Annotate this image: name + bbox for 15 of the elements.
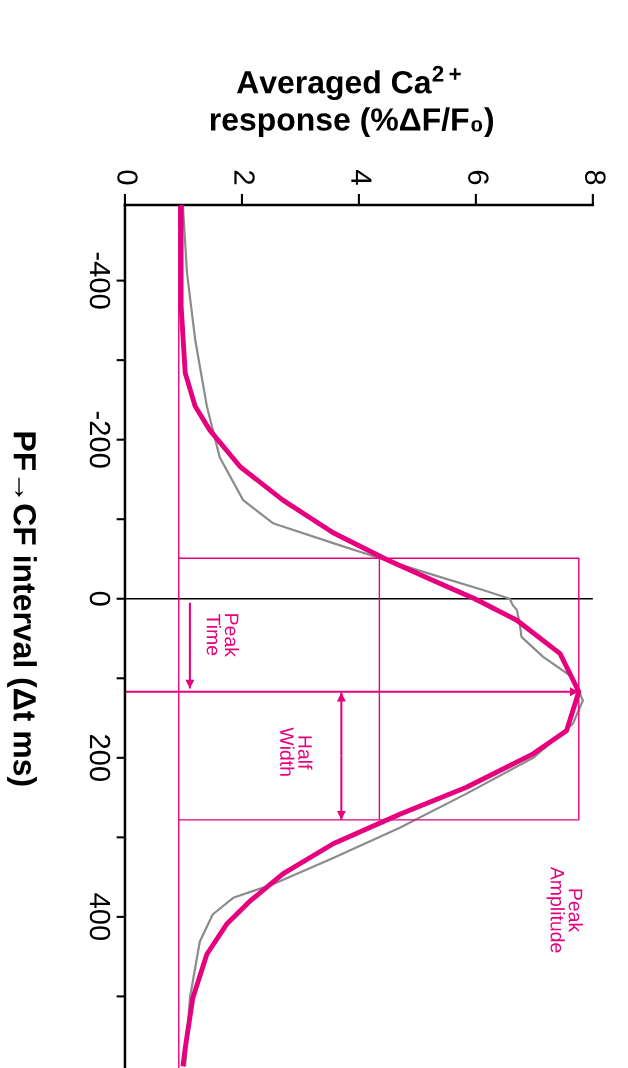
x-tick-label: 6 (468, 170, 489, 185)
annotation: Peak Amplitude (546, 866, 583, 953)
annotation: Peak Time (206, 614, 240, 657)
x-tick-label: 0 (117, 170, 138, 185)
y-tick-label: -200 (89, 411, 111, 468)
annotation: Half Width (280, 727, 313, 776)
x-tick-label: 8 (585, 170, 606, 185)
x-axis-title: Averaged Ca$^{2+}$ response (%ΔF/F₀) (210, 65, 494, 138)
y-tick-label: 400 (89, 893, 111, 941)
x-tick-label: 2 (234, 170, 255, 185)
y-tick-label: 0 (89, 591, 111, 606)
x-tick-label: 4 (351, 170, 372, 185)
y-axis-title: PF→CF interval (Δt ms) (7, 432, 37, 786)
y-tick-label: 200 (89, 734, 111, 782)
y-tick-label: -400 (89, 252, 111, 309)
